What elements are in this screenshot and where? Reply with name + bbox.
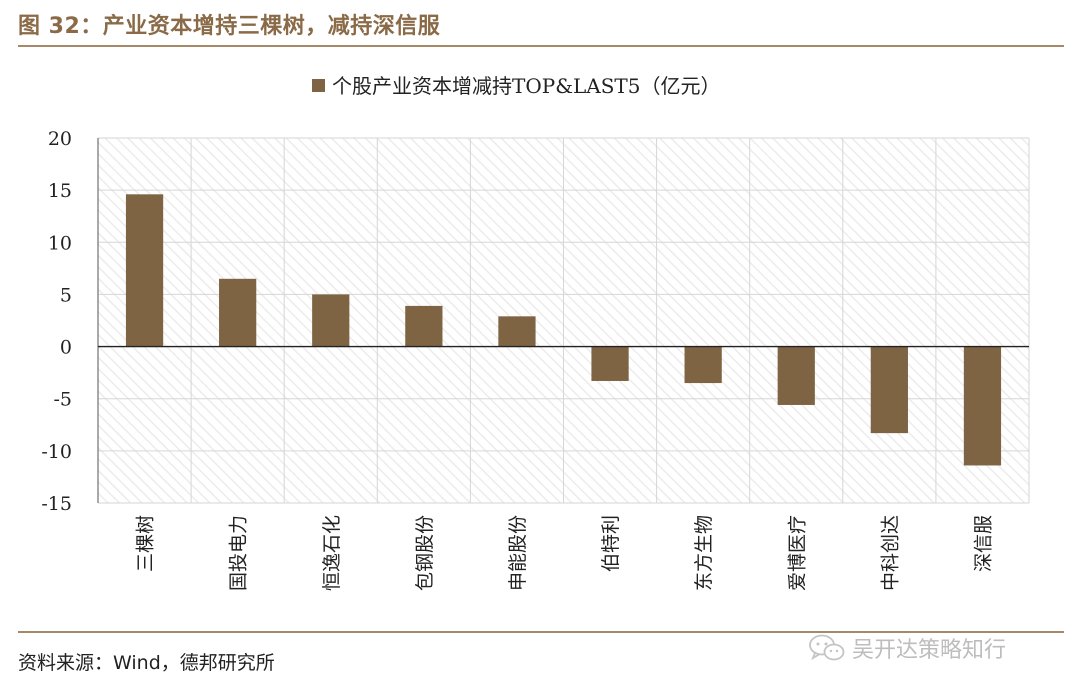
source-note: 资料来源：Wind，德邦研究所 bbox=[18, 652, 275, 674]
x-category-label: 国投电力 bbox=[228, 515, 250, 591]
y-tick-label: 20 bbox=[48, 128, 72, 150]
bar-6 bbox=[684, 346, 722, 384]
x-category-label: 中科创达 bbox=[879, 515, 901, 591]
bar-9 bbox=[963, 346, 1002, 466]
bar-chart: 20 15 10 5 0 -5 -10 -15 三棵树 国投电力 恒逸石化 包钢股份 申能股份 伯特利 东… bbox=[41, 74, 1030, 591]
wechat-icon bbox=[809, 634, 845, 661]
y-tick-label: 0 bbox=[60, 337, 72, 359]
x-category-label: 深信服 bbox=[972, 515, 994, 572]
bar-8 bbox=[870, 346, 908, 434]
y-tick-label: -10 bbox=[41, 441, 72, 463]
watermark: 吴开达策略知行 bbox=[808, 630, 1006, 666]
x-category-label: 爱博医疗 bbox=[786, 515, 808, 591]
y-tick-label: 5 bbox=[60, 284, 72, 306]
x-category-label: 东方生物 bbox=[693, 515, 715, 591]
bars bbox=[98, 194, 1029, 466]
x-category-label: 申能股份 bbox=[507, 515, 529, 591]
category-labels: 三棵树 国投电力 恒逸石化 包钢股份 申能股份 伯特利 东方生物 爱博医疗 中科创达 深信服 bbox=[135, 515, 995, 591]
legend-label: 个股产业资本增减持TOP&LAST5（亿元） bbox=[332, 74, 721, 98]
bar-4 bbox=[498, 316, 536, 347]
bar-5 bbox=[591, 346, 629, 381]
legend-swatch bbox=[312, 79, 325, 92]
watermark-text: 吴开达策略知行 bbox=[852, 638, 1007, 663]
y-tick-label: 15 bbox=[48, 180, 72, 202]
footer-rule bbox=[18, 631, 1064, 633]
bar-7 bbox=[777, 346, 815, 405]
header-rule bbox=[18, 45, 1064, 47]
y-axis-ticks: 20 15 10 5 0 -5 -10 -15 bbox=[41, 128, 72, 515]
figure-title: 图 32：产业资本增持三棵树，减持深信服 bbox=[18, 14, 441, 39]
bar-3 bbox=[405, 305, 443, 347]
bar-0 bbox=[125, 194, 164, 347]
y-tick-label: -5 bbox=[53, 389, 72, 411]
legend: 个股产业资本增减持TOP&LAST5（亿元） bbox=[312, 74, 721, 98]
x-category-label: 三棵树 bbox=[135, 515, 157, 572]
x-category-label: 恒逸石化 bbox=[321, 515, 343, 591]
x-category-label: 伯特利 bbox=[600, 515, 622, 572]
x-category-label: 包钢股份 bbox=[414, 515, 436, 591]
y-tick-label: -15 bbox=[41, 493, 72, 515]
bar-1 bbox=[219, 278, 257, 347]
bar-2 bbox=[312, 294, 350, 347]
y-tick-label: 10 bbox=[48, 232, 72, 254]
